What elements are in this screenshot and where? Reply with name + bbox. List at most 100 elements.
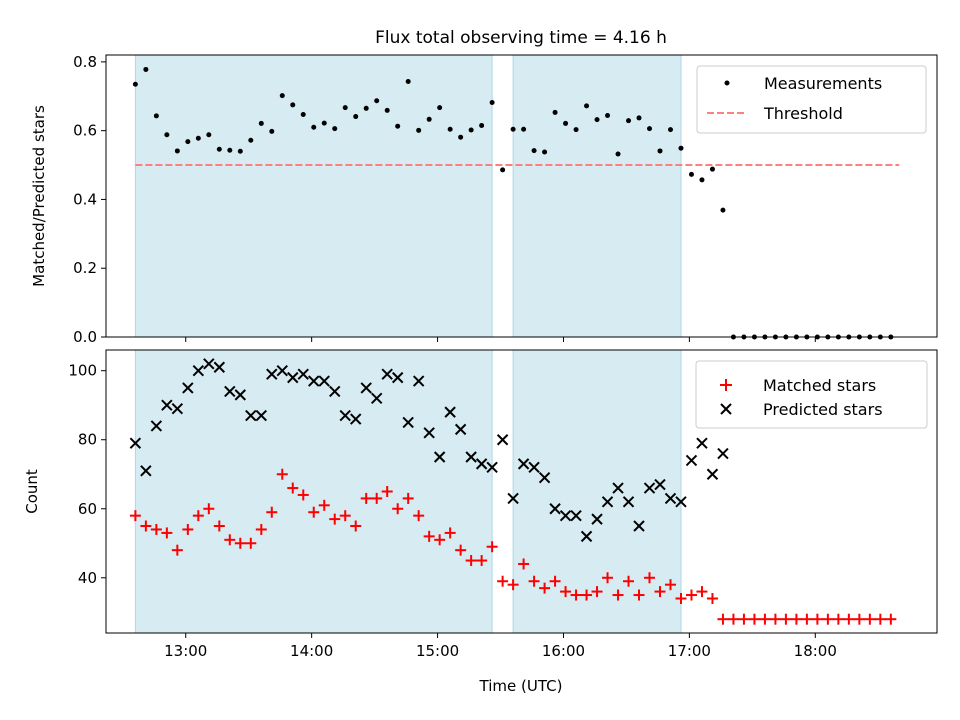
measurement-point [510,126,516,132]
matched-star-point [528,575,540,587]
measurement-point [174,148,180,154]
predicted-star-point [475,458,488,470]
matched-star-point [266,506,278,518]
matched-star-point [308,506,320,518]
matched-star-point [780,613,792,625]
legend: Matched stars Predicted stars [695,360,928,429]
x-axis-ticks: 13:00 14:00 15:00 16:00 17:00 18:00 [164,633,837,660]
y-axis-ticks: 40 60 80 100 [68,362,106,587]
matched-star-point [171,544,183,556]
measurement-point [688,171,694,177]
matched-star-point [748,613,760,625]
matched-star-point [392,503,404,515]
predicted-star-point [580,530,593,543]
matched-star-point [832,613,844,625]
matched-star-point [381,486,393,497]
predicted-star-point [161,399,173,411]
y-tick-label: 0.4 [73,190,97,208]
matched-star-point [727,613,739,625]
predicted-star-point [171,402,184,415]
y-tick-label: 80 [78,431,97,449]
predicted-star-point [612,482,624,494]
matched-star-point [318,499,330,511]
measurement-point [542,149,548,155]
predicted-star-point [224,385,236,398]
legend-label-predicted: Predicted stars [763,400,883,419]
measurement-point [699,177,705,183]
measurement-point [709,166,715,172]
chart-title: Flux total observing time = 4.16 h [375,28,667,48]
predicted-star-point [129,437,142,449]
matched-star-point [822,613,834,625]
predicted-star-point [465,451,477,463]
matched-star-point [360,492,372,504]
measurement-point [237,148,243,154]
matched-star-point [539,582,551,594]
predicted-star-point [538,471,551,484]
measurement-point [143,66,149,72]
predicted-star-point [685,454,698,467]
predicted-star-point [266,368,278,380]
matched-star-point [759,613,771,625]
measurement-point [164,132,170,138]
ratio-panel: 0.00.20.40.60.8 Matched/Predicted stars … [30,53,938,346]
predicted-star-point [717,447,729,460]
legend-marker-measurements [724,80,730,86]
matched-star-point [150,523,162,535]
measurement-point [647,126,653,132]
matched-star-point [161,527,173,539]
measurement-point [500,167,506,173]
matched-star-point [864,613,876,625]
predicted-star-point [255,409,267,422]
matched-star-point [811,613,823,625]
predicted-star-point [423,427,435,439]
shaded-interval [134,54,493,338]
predicted-star-point [454,423,467,436]
shaded-interval [134,349,493,634]
legend-box [696,65,927,134]
predicted-star-point [245,409,257,422]
measurement-point [332,126,338,132]
measurement-point [573,127,579,133]
observing-window-shading [134,54,682,338]
y-tick-label: 0.8 [73,53,97,71]
matched-star-point [213,520,225,532]
predicted-star-point [654,478,666,491]
matched-star-point [413,510,425,522]
matched-star-point [738,613,750,625]
predicted-star-point [276,365,288,377]
shaded-interval [512,54,682,338]
predicted-star-point [496,434,509,446]
predicted-star-point [559,509,572,522]
matched-star-point [560,586,572,598]
measurement-point [678,145,684,151]
legend-marker-matched [720,379,732,391]
predicted-star-point [507,492,519,505]
y-tick-label: 0.2 [73,259,97,277]
predicted-star-point [633,520,645,532]
matched-star-point [497,575,509,587]
measurement-point [405,78,411,84]
matched-star-point [581,589,593,601]
legend-box [695,360,928,429]
predicted-star-point [391,371,404,384]
predicted-star-point [675,496,687,508]
matched-star-point [434,534,446,546]
plot-frame [105,349,938,634]
legend-label-matched: Matched stars [763,376,876,395]
matched-star-point [245,537,257,549]
matched-star-point [602,572,614,584]
y-tick-label: 0.6 [73,122,97,140]
legend-label-threshold: Threshold [763,104,843,123]
predicted-star-point [360,382,372,394]
matched-star-point [633,589,645,601]
matched-star-point [182,523,194,535]
y-axis-ticks: 0.0 0.2 0.4 0.6 0.8 [73,53,106,346]
matched-star-point [276,468,288,480]
measurement-point [479,123,485,128]
x-axis-ticks [185,337,816,342]
predicted-star-point [444,406,456,418]
x-tick-label: 18:00 [794,642,837,660]
predicted-star-point [664,492,677,505]
matched-star-point [801,613,813,625]
